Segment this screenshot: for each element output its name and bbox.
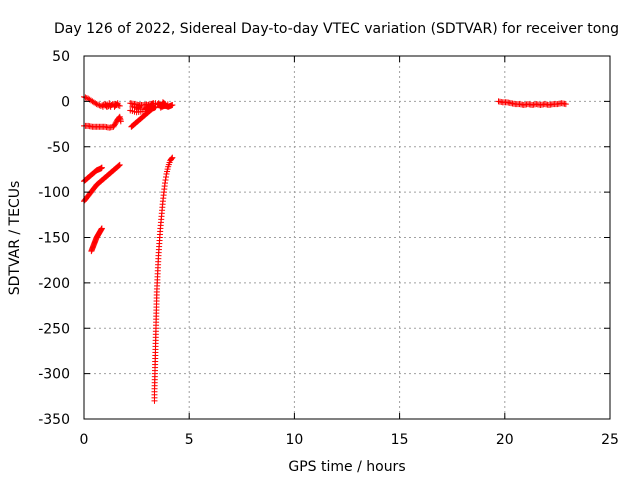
x-axis-ticks: 0 5 10 15 20 25 [80, 56, 619, 448]
y-axis-label: SDTVAR / TECUs [7, 181, 23, 296]
data-point-fill [160, 99, 167, 106]
data-points [81, 93, 569, 404]
data-point [117, 118, 124, 125]
data-point-fill [113, 101, 120, 108]
y-tick-label: -300 [38, 367, 70, 383]
data-point [93, 101, 100, 108]
data-point-fill [116, 162, 123, 169]
x-tick-label: 5 [185, 432, 194, 448]
y-tick-label: -200 [38, 276, 70, 292]
x-tick-label: 25 [601, 432, 619, 448]
y-tick-label: 0 [61, 94, 70, 110]
y-axis-ticks: 50 0 -50 -100 -150 -200 -250 -300 -350 [38, 49, 610, 428]
y-tick-label: -50 [47, 140, 70, 156]
data-point [114, 100, 121, 107]
data-point [169, 102, 176, 109]
data-point [162, 101, 169, 108]
x-tick-label: 20 [496, 432, 514, 448]
y-tick-label: 50 [52, 49, 70, 65]
data-point [98, 164, 105, 171]
y-tick-label: -250 [38, 321, 70, 337]
data-point-fill [142, 105, 149, 112]
data-point-fill [95, 101, 102, 108]
x-tick-label: 10 [285, 432, 303, 448]
data-point [169, 154, 176, 161]
data-point-fill [161, 100, 168, 107]
data-point-fill [82, 94, 89, 101]
data-point-fill [144, 105, 151, 112]
y-tick-label: -150 [38, 231, 70, 247]
data-point [98, 225, 105, 232]
data-point [139, 108, 146, 115]
data-point [562, 101, 569, 108]
y-tick-label: -100 [38, 185, 70, 201]
x-tick-label: 0 [80, 432, 89, 448]
y-tick-label: -350 [38, 412, 70, 428]
data-point-fill [115, 163, 122, 170]
data-point-fill [168, 155, 175, 162]
grid [84, 56, 610, 419]
x-tick-label: 15 [391, 432, 409, 448]
x-axis-label: GPS time / hours [288, 459, 405, 475]
chart-title: Day 126 of 2022, Sidereal Day-to-day VTE… [54, 21, 619, 37]
data-point-fill [148, 102, 155, 109]
data-point [116, 161, 123, 168]
